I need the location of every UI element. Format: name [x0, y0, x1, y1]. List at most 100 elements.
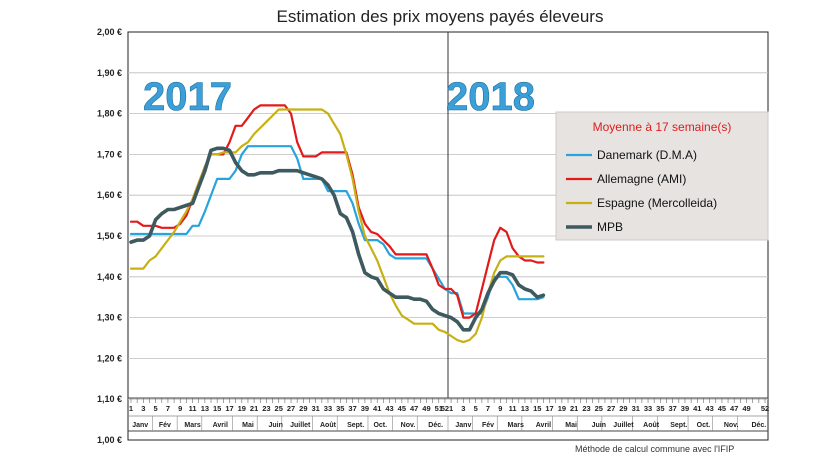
x-month-label: Août [320, 422, 337, 429]
x-month-label: Sept. [670, 422, 687, 429]
y-tick-label: 1,40 € [97, 272, 122, 282]
x-month-label: Août [643, 422, 660, 429]
x-month-label: Sept. [347, 422, 364, 429]
x-week-label: 7 [486, 404, 490, 413]
x-week-label: 1 [129, 404, 133, 413]
series-lines [129, 104, 546, 344]
x-week-label: 31 [632, 404, 640, 413]
x-month-label: Juin [592, 422, 606, 429]
x-week-label: 43 [385, 404, 393, 413]
y-axis-ticks: 1,00 € 1,10 € 1,20 € 1,30 € 1,40 € 1,50 € 1,60… [97, 27, 122, 445]
x-week-label: 19 [558, 404, 566, 413]
y-tick-label: 1,70 € [97, 149, 122, 159]
x-week-label: 11 [189, 404, 197, 413]
x-month-label: Mars [184, 422, 200, 429]
x-week-label: 29 [299, 404, 307, 413]
x-week-label: 23 [582, 404, 590, 413]
x-week-label: 5 [154, 404, 158, 413]
x-week-label: 52 [761, 404, 769, 413]
x-week-label: 3 [461, 404, 465, 413]
x-week-label: 27 [607, 404, 615, 413]
legend-label: MPB [597, 220, 623, 234]
y-tick-label: 1,20 € [97, 353, 122, 363]
y-tick-label: 1,80 € [97, 109, 122, 119]
x-month-label: Déc. [751, 422, 766, 429]
x-week-label: 19 [238, 404, 246, 413]
x-week-label: 15 [213, 404, 221, 413]
x-week-label: 35 [336, 404, 344, 413]
x-month-label: Mai [242, 422, 254, 429]
x-month-label: Déc. [428, 422, 443, 429]
x-month-label: Avril [213, 422, 228, 429]
x-month-label: Mai [565, 422, 577, 429]
y-tick-label: 1,00 € [97, 435, 122, 445]
x-month-label: Juillet [290, 422, 311, 429]
x-week-label: 33 [644, 404, 652, 413]
x-week-label: 39 [681, 404, 689, 413]
x-week-label: 15 [533, 404, 541, 413]
x-week-label: 27 [287, 404, 295, 413]
x-month-label: Nov. [401, 422, 416, 429]
x-week-label: 25 [275, 404, 283, 413]
y-tick-label: 2,00 € [97, 27, 122, 37]
x-week-label: 1 [449, 404, 453, 413]
x-week-label: 51 [435, 404, 443, 413]
x-week-label: 41 [373, 404, 381, 413]
x-month-label: Janv [455, 422, 471, 429]
x-month-label: Fév [482, 422, 494, 429]
x-week-label: 7 [166, 404, 170, 413]
x-week-label: 31 [311, 404, 319, 413]
x-month-label: Juillet [613, 422, 634, 429]
x-month-label: Oct. [697, 422, 711, 429]
x-week-label: 9 [178, 404, 182, 413]
y-tick-label: 1,50 € [97, 231, 122, 241]
legend-label: Allemagne (AMI) [597, 172, 686, 186]
y-tick-label: 1,30 € [97, 313, 122, 323]
x-week-label: 45 [718, 404, 726, 413]
x-week-label: 29 [619, 404, 627, 413]
x-week-label: 5 [474, 404, 478, 413]
x-week-label: 49 [422, 404, 430, 413]
x-week-label: 13 [201, 404, 209, 413]
x-week-label: 37 [348, 404, 356, 413]
x-week-label: 9 [498, 404, 502, 413]
x-week-label: 21 [250, 404, 258, 413]
x-week-label: 25 [595, 404, 603, 413]
x-week-label: 37 [668, 404, 676, 413]
legend-title: Moyenne à 17 semaine(s) [593, 120, 732, 134]
x-month-label: Mars [508, 422, 524, 429]
x-week-label: 52 [441, 404, 449, 413]
footnote: Méthode de calcul commune avec l'IFIP [575, 444, 734, 454]
x-week-label: 17 [225, 404, 233, 413]
x-month-label: Juin [268, 422, 282, 429]
x-week-label: 47 [730, 404, 738, 413]
x-week-label: 35 [656, 404, 664, 413]
x-week-label: 49 [742, 404, 750, 413]
x-week-label: 45 [398, 404, 406, 413]
series-line-mpb [129, 146, 546, 332]
y-tick-label: 1,90 € [97, 68, 122, 78]
legend-entries: Danemark (D.M.A) Allemagne (AMI) Espagne (… [566, 148, 717, 234]
x-week-label: 3 [141, 404, 145, 413]
x-week-label: 21 [570, 404, 578, 413]
legend: Moyenne à 17 semaine(s) Danemark (D.M.A)… [555, 111, 769, 241]
x-week-label: 47 [410, 404, 418, 413]
x-week-label: 33 [324, 404, 332, 413]
x-month-label: Oct. [373, 422, 387, 429]
legend-label: Danemark (D.M.A) [597, 148, 697, 162]
chart-title: Estimation des prix moyens payés éleveur… [277, 7, 604, 26]
x-week-label: 23 [262, 404, 270, 413]
x-week-label: 43 [705, 404, 713, 413]
x-month-label: Fév [159, 422, 171, 429]
x-week-label: 11 [509, 404, 517, 413]
x-week-label: 39 [361, 404, 369, 413]
year-label-2017: 2017 [143, 75, 232, 119]
y-tick-label: 1,60 € [97, 190, 122, 200]
x-month-label: Avril [536, 422, 551, 429]
x-month-label: Nov. [724, 422, 739, 429]
legend-box [555, 111, 769, 241]
legend-label: Espagne (Mercolleida) [597, 196, 717, 210]
y-tick-label: 1,10 € [97, 394, 122, 404]
x-week-label: 17 [545, 404, 553, 413]
